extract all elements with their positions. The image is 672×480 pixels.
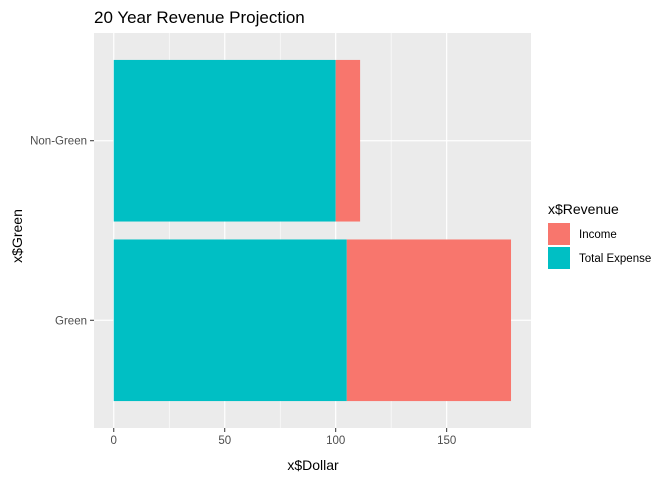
legend-label: Income	[579, 229, 617, 241]
x-tick-label: 100	[326, 435, 345, 447]
bar-non-green-income	[335, 59, 361, 222]
x-axis-title: x$Dollar	[287, 457, 339, 473]
bars	[113, 59, 512, 402]
x-tick-label: 50	[218, 435, 231, 447]
legend: x$Revenue Income Total Expense	[548, 201, 651, 269]
bar-green-total-expense	[113, 239, 347, 402]
bar-green-income	[346, 239, 512, 402]
legend-label: Total Expense	[579, 253, 651, 265]
x-tick-label: 0	[111, 435, 117, 447]
chart-title: 20 Year Revenue Projection	[94, 8, 305, 27]
y-tick-label: Green	[55, 315, 87, 327]
y-axis: Green Non-Green	[30, 136, 94, 327]
legend-swatch-total-expense	[548, 247, 570, 269]
bar-non-green-total-expense	[113, 59, 336, 222]
legend-swatch-income	[548, 223, 570, 245]
x-axis: 0 50 100 150	[111, 428, 456, 447]
y-axis-title: x$Green	[9, 209, 25, 263]
x-tick-label: 150	[437, 435, 456, 447]
legend-title: x$Revenue	[548, 201, 619, 217]
y-tick-label: Non-Green	[30, 136, 87, 148]
